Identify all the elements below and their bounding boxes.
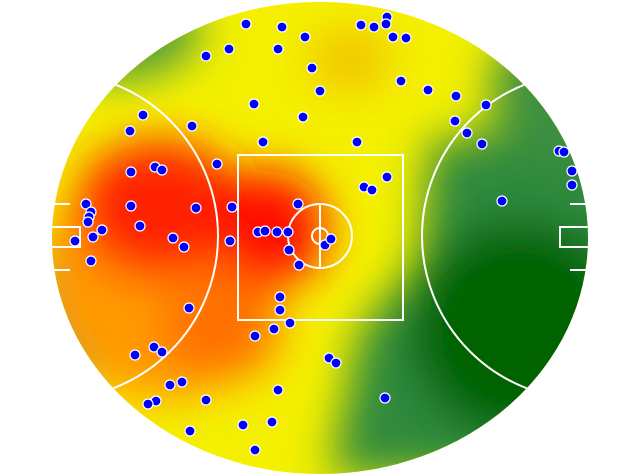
point [461,127,473,139]
point [272,43,284,55]
point [125,166,137,178]
point [306,62,318,74]
point [190,202,202,214]
point [282,226,294,238]
point [257,136,269,148]
point [211,158,223,170]
point [183,302,195,314]
point [299,31,311,43]
point [368,21,380,33]
point [292,198,304,210]
point [366,184,378,196]
point [283,244,295,256]
point [80,198,92,210]
point [148,341,160,353]
point [266,416,278,428]
point [272,384,284,396]
point [422,84,434,96]
point [178,241,190,253]
point [184,425,196,437]
point [380,18,392,30]
point [249,444,261,456]
point [480,99,492,111]
point [314,85,326,97]
point [297,111,309,123]
point [271,226,283,238]
point [240,18,252,30]
point [96,224,108,236]
point [82,216,94,228]
point [156,164,168,176]
point [274,304,286,316]
point [69,235,81,247]
point [259,225,271,237]
point [355,19,367,31]
point [400,32,412,44]
point [200,50,212,62]
point [200,394,212,406]
point [566,179,578,191]
point [566,165,578,177]
point [87,231,99,243]
point [284,317,296,329]
point [381,171,393,183]
point [167,232,179,244]
point [85,255,97,267]
point [142,398,154,410]
points [69,11,578,456]
point [476,138,488,150]
point [449,115,461,127]
point [186,120,198,132]
point [223,43,235,55]
point [558,146,570,158]
point [387,31,399,43]
point [268,323,280,335]
point [351,136,363,148]
point [379,392,391,404]
point [129,349,141,361]
point [224,235,236,247]
point [164,379,176,391]
point [137,109,149,121]
point [496,195,508,207]
point [450,90,462,102]
point [293,259,305,271]
point [276,21,288,33]
point [124,125,136,137]
point [325,233,337,245]
point [226,201,238,213]
point [248,98,260,110]
point [395,75,407,87]
point [274,291,286,303]
point [125,200,137,212]
point [156,346,168,358]
point [134,220,146,232]
point [249,330,261,342]
point [330,357,342,369]
point [176,376,188,388]
point [237,419,249,431]
